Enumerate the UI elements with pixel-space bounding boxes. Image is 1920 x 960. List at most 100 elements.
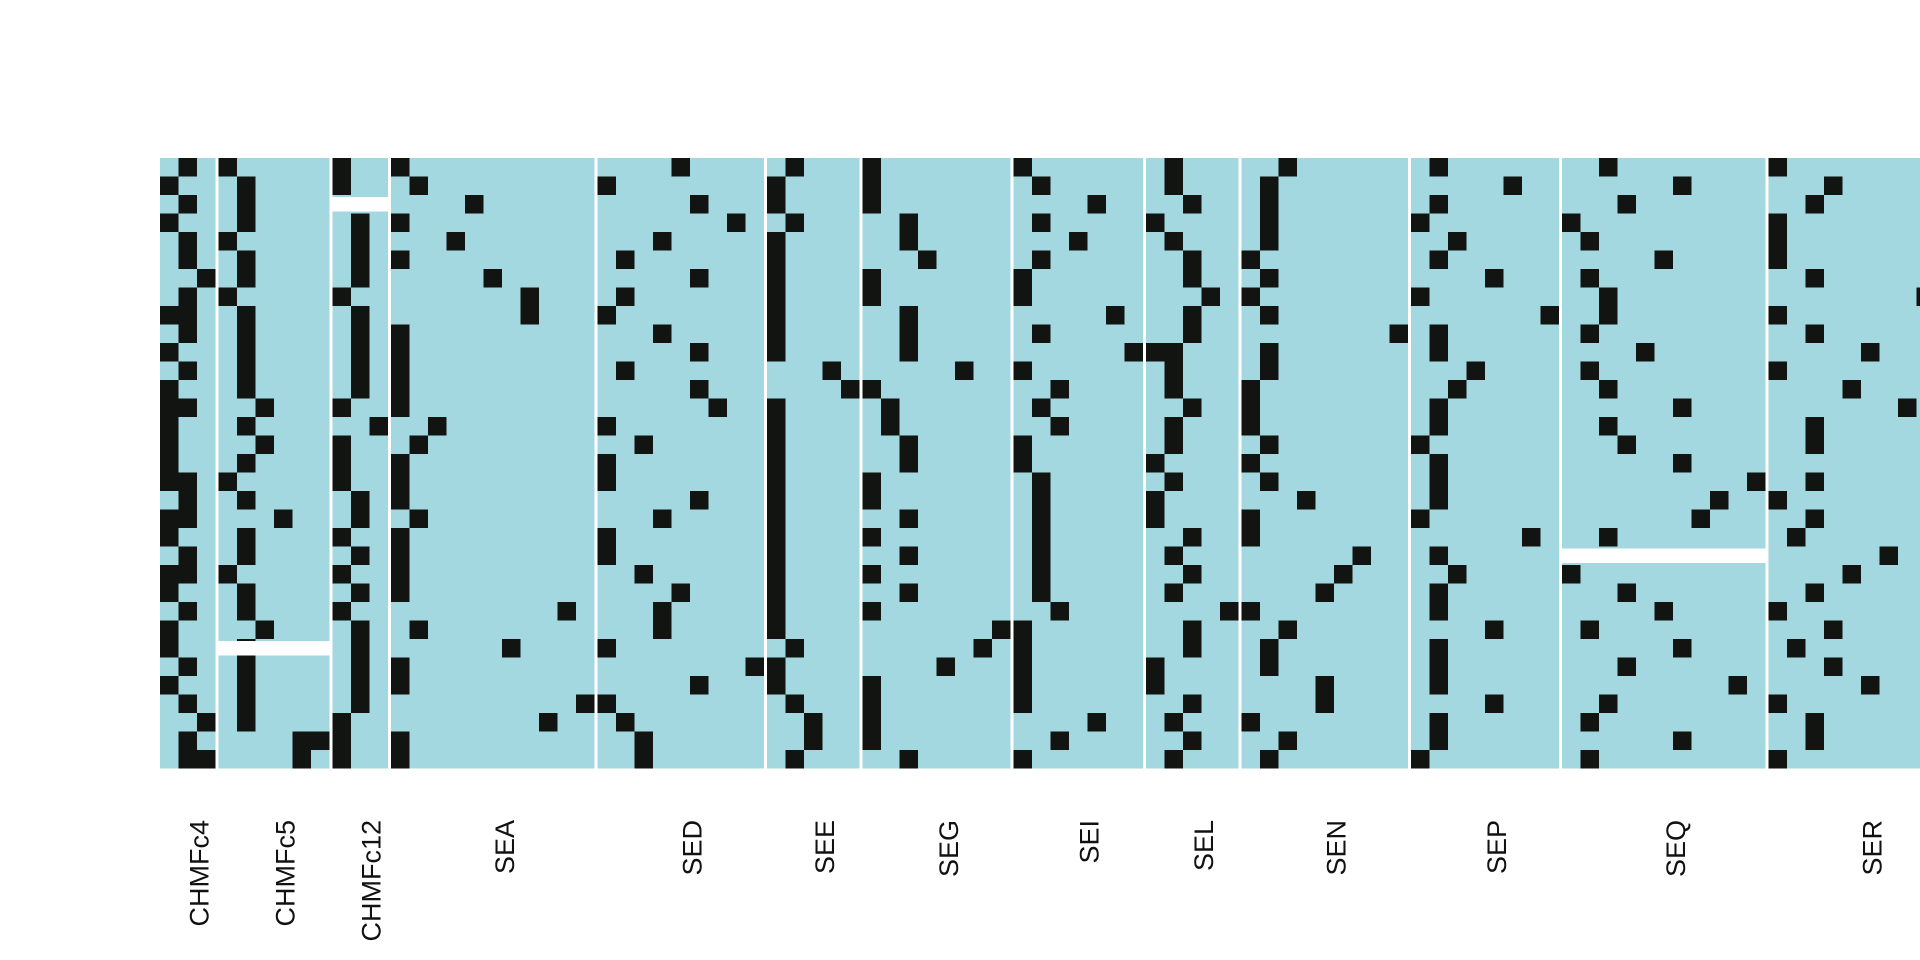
heatmap-cell (391, 657, 410, 676)
heatmap-cell (218, 565, 237, 584)
heatmap-cell (767, 176, 786, 195)
heatmap-cell (1297, 491, 1316, 510)
heatmap-cell (391, 343, 410, 362)
heatmap-cell (1805, 472, 1824, 491)
heatmap-cell (237, 176, 256, 195)
heatmap-cell (1164, 417, 1183, 436)
heatmap-cell (351, 694, 370, 713)
heatmap-cell (332, 528, 351, 547)
heatmap-cell (178, 602, 197, 621)
heatmap-cell (1861, 676, 1880, 695)
heatmap-cell (1050, 417, 1069, 436)
heatmap-cell (862, 694, 881, 713)
heatmap-cell (785, 213, 804, 232)
heatmap-cell (862, 602, 881, 621)
heatmap-cell (1805, 435, 1824, 454)
heatmap-cell (862, 269, 881, 288)
heatmap-cell (1768, 213, 1787, 232)
heatmap-cell (1805, 731, 1824, 750)
heatmap-cell (1183, 269, 1202, 288)
heatmap-cell (1429, 398, 1448, 417)
heatmap-cell (1050, 380, 1069, 399)
group-label: SER (1857, 820, 1888, 876)
heatmap-cell (520, 287, 539, 306)
heatmap-cell (160, 213, 179, 232)
heatmap-cell (1448, 232, 1467, 251)
heatmap-cell (767, 546, 786, 565)
heatmap-cell (1032, 528, 1051, 547)
heatmap-cell (899, 306, 918, 325)
group-label: SEP (1482, 820, 1513, 875)
heatmap-cell (862, 195, 881, 214)
heatmap-cell (391, 546, 410, 565)
heatmap-cell (1183, 398, 1202, 417)
heatmap-cell (1146, 676, 1165, 695)
heatmap-cell (160, 528, 179, 547)
heatmap-cell (1411, 509, 1430, 528)
heatmap-cell (1599, 306, 1618, 325)
heatmap-cell (1260, 269, 1279, 288)
missing-row-gap (218, 641, 330, 656)
heatmap-cell (862, 472, 881, 491)
heatmap-cell (862, 528, 881, 547)
heatmap-cell (767, 195, 786, 214)
group-chmfc4 (160, 158, 216, 769)
heatmap-cell (690, 491, 709, 510)
heatmap-cell (881, 398, 900, 417)
heatmap-cell (351, 361, 370, 380)
heatmap-cell (237, 694, 256, 713)
heatmap-cell (1183, 620, 1202, 639)
heatmap-cell (785, 639, 804, 658)
heatmap-cell (1164, 158, 1183, 177)
heatmap-cell (160, 639, 179, 658)
heatmap-cell (690, 269, 709, 288)
group-separator (859, 158, 863, 769)
heatmap-cell (332, 398, 351, 417)
heatmap-cell (1411, 287, 1430, 306)
heatmap-cell (1485, 269, 1504, 288)
heatmap-cell (1728, 676, 1747, 695)
heatmap-cell (520, 306, 539, 325)
heatmap-cell (351, 676, 370, 695)
heatmap-cell (292, 731, 311, 750)
heatmap-cell (1241, 250, 1260, 269)
heatmap-cell (1673, 176, 1692, 195)
group-label: SEG (933, 820, 964, 878)
heatmap-cell (1599, 417, 1618, 436)
heatmap-cell (1580, 713, 1599, 732)
missing-row-gap (332, 197, 388, 212)
heatmap-cell (1429, 583, 1448, 602)
heatmap-cell (237, 324, 256, 343)
heatmap-cell (351, 306, 370, 325)
heatmap-cell (1879, 546, 1898, 565)
heatmap-cell (237, 602, 256, 621)
group-separator (215, 158, 219, 769)
heatmap-cell (767, 250, 786, 269)
heatmap-cell (1673, 398, 1692, 417)
group-sen (1241, 158, 1408, 769)
heatmap-cell (178, 657, 197, 676)
heatmap-cell (160, 509, 179, 528)
heatmap-cell (1429, 491, 1448, 510)
heatmap-cell (160, 176, 179, 195)
heatmap-cell (899, 435, 918, 454)
heatmap-cell (767, 269, 786, 288)
heatmap-cell (1146, 657, 1165, 676)
heatmap-cell (653, 509, 672, 528)
heatmap-cell (653, 620, 672, 639)
heatmap-cell (1710, 491, 1729, 510)
heatmap-cell (1241, 287, 1260, 306)
heatmap-cell (899, 583, 918, 602)
heatmap-cell (767, 509, 786, 528)
heatmap-cell (955, 361, 974, 380)
heatmap-cell (973, 639, 992, 658)
heatmap-cell (332, 713, 351, 732)
heatmap-cell (767, 676, 786, 695)
heatmap-cell (218, 232, 237, 251)
heatmap-cell (237, 417, 256, 436)
heatmap-cell (1580, 620, 1599, 639)
group-separator (594, 158, 598, 769)
heatmap-cell (1032, 472, 1051, 491)
heatmap-cell (1032, 509, 1051, 528)
